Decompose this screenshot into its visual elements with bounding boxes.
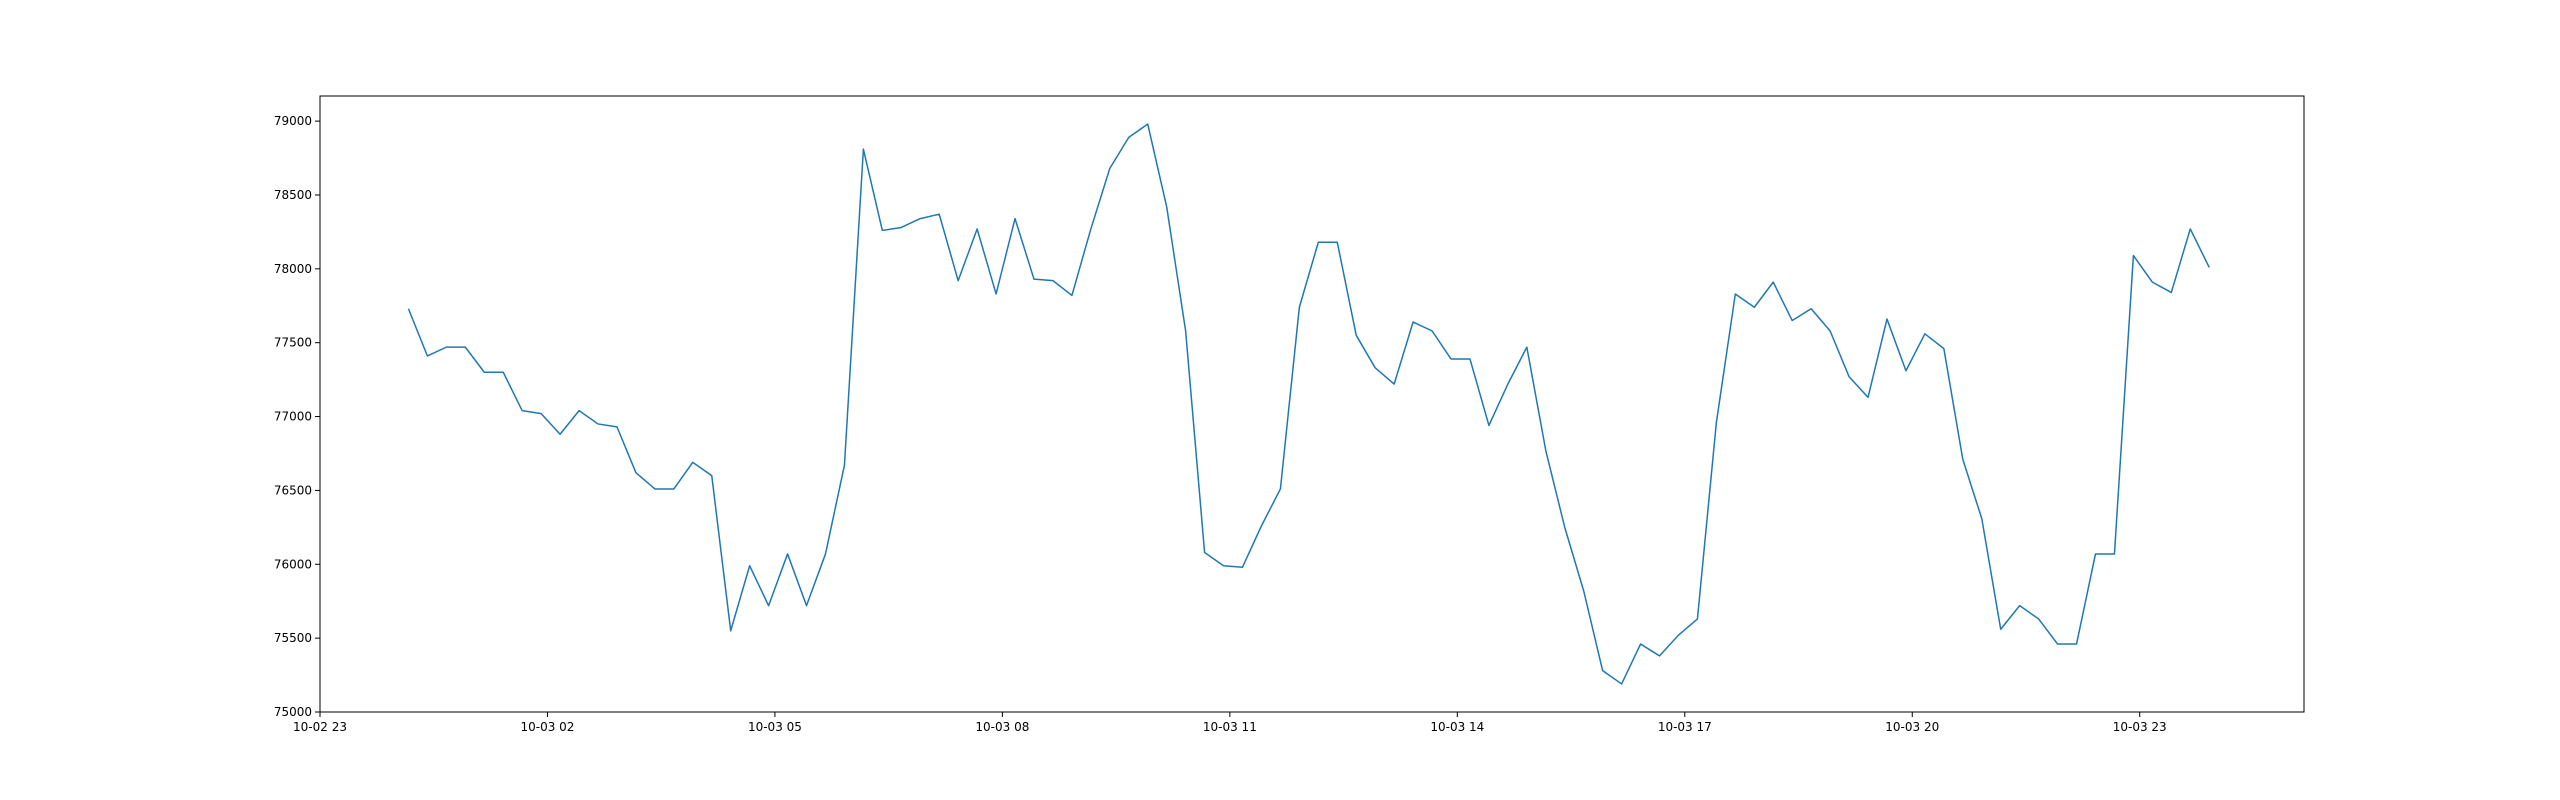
x-tick-label: 10-02 23 bbox=[293, 720, 347, 734]
y-tick-label: 78500 bbox=[274, 188, 312, 202]
y-tick-label: 78000 bbox=[274, 262, 312, 276]
y-tick-label: 76000 bbox=[274, 557, 312, 571]
x-tick-label: 10-03 14 bbox=[1430, 720, 1484, 734]
x-tick-label: 10-03 11 bbox=[1203, 720, 1257, 734]
plot-frame bbox=[319, 95, 2305, 713]
x-tick-label: 10-03 17 bbox=[1658, 720, 1712, 734]
y-tick-label: 75500 bbox=[274, 631, 312, 645]
x-tick-label: 10-03 05 bbox=[748, 720, 802, 734]
series-line bbox=[407, 123, 2210, 685]
x-tick-label: 10-03 08 bbox=[975, 720, 1029, 734]
x-axis: 10-02 23 10-03 02 10-03 05 10-03 08 10-03 11… bbox=[293, 712, 2167, 734]
y-tick-label: 76500 bbox=[274, 483, 312, 497]
y-tick-label: 77500 bbox=[274, 336, 312, 350]
x-tick-label: 10-03 23 bbox=[2113, 720, 2167, 734]
x-tick-label: 10-03 20 bbox=[1885, 720, 1939, 734]
y-tick-label: 79000 bbox=[274, 114, 312, 128]
y-tick-label: 77000 bbox=[274, 410, 312, 424]
x-tick-label: 10-03 02 bbox=[520, 720, 574, 734]
series-layer bbox=[407, 123, 2210, 685]
y-tick-label: 75000 bbox=[274, 705, 312, 719]
y-axis: 75000 75500 76000 76500 77000 77500 78000 78500… bbox=[274, 114, 320, 719]
